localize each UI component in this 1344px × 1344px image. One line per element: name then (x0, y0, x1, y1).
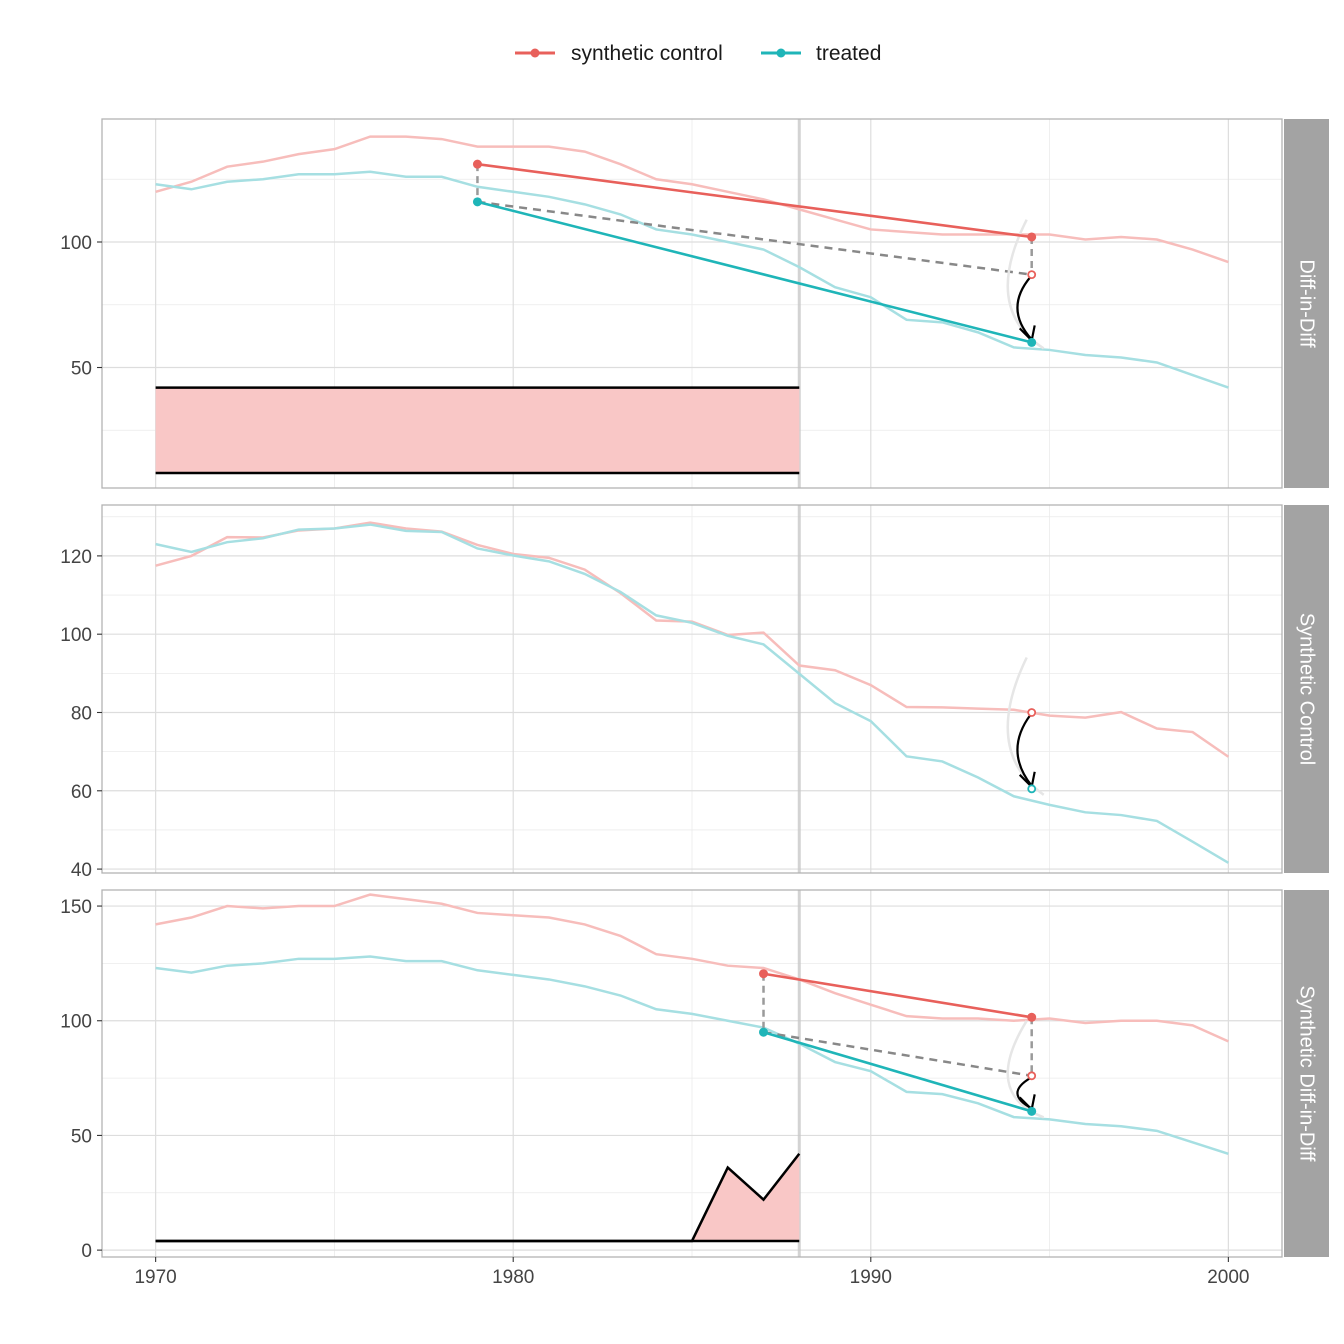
counterfactual-point (1027, 270, 1037, 280)
y-tick-label: 100 (60, 1012, 92, 1033)
y-tick-label: 120 (60, 547, 92, 568)
panel-synthetic-control: 40 60 80 100 120 Synthetic Control (60, 504, 1329, 881)
y-tick-label: 50 (71, 1126, 92, 1147)
panel-border (101, 118, 1283, 489)
control-trend-line (763, 972, 1032, 1019)
series-line-synthetic-control (155, 893, 1229, 1043)
panel-border (101, 889, 1283, 1258)
control-pre-point (472, 159, 482, 169)
panel-synthetic-diff-in-diff: 0 50 100 150 Synthetic Diff-in-Diff (60, 889, 1329, 1262)
y-tick-label: 0 (81, 1241, 92, 1262)
panel-strip-label: Synthetic Diff-in-Diff (1296, 986, 1318, 1162)
legend-item-treated: treated (761, 42, 881, 65)
y-tick-label: 80 (71, 703, 92, 724)
y-tick-label: 60 (71, 782, 92, 803)
panel-border (101, 504, 1283, 874)
y-tick-label: 50 (71, 359, 92, 380)
counterfactual-line (477, 200, 1032, 276)
x-tick-label: 1980 (492, 1267, 534, 1288)
panel-strip (1284, 890, 1329, 1257)
y-tick-label: 150 (60, 897, 92, 918)
time-weights-area (155, 1153, 800, 1241)
time-weights-area (155, 387, 800, 473)
treated-pre-point (759, 1027, 769, 1037)
panel-strip-label: Synthetic Control (1296, 613, 1318, 765)
treated-post-point (1027, 784, 1037, 794)
legend-key-point (530, 48, 540, 58)
control-pre-point (759, 969, 769, 979)
panel-diff-in-diff: 50 100 Diff-in-Diff (60, 118, 1329, 489)
control-post-point (1027, 1012, 1037, 1022)
panel-strip (1284, 119, 1329, 488)
counterfactual-line (763, 1030, 1032, 1078)
x-axis: 1970 1980 1990 2000 (134, 1257, 1250, 1288)
control-post-point (1027, 708, 1037, 717)
control-post-point (1027, 232, 1037, 242)
x-tick-label: 2000 (1207, 1267, 1249, 1288)
legend-label-synthetic-control: synthetic control (571, 42, 723, 65)
panels: 50 100 Diff-in-Diff 40 60 80 100 120 Synthetic C… (60, 118, 1329, 1262)
treated-post-point (1027, 1106, 1037, 1116)
series-line-treated (155, 523, 1229, 864)
treated-trend-line (763, 1030, 1033, 1113)
effect-arrow (1016, 275, 1033, 341)
y-tick-label: 40 (71, 860, 92, 881)
control-trend-line (477, 162, 1032, 239)
series-line-treated (155, 170, 1229, 389)
legend-key-point (776, 48, 786, 58)
legend-item-synthetic-control: synthetic control (515, 42, 723, 65)
series-line-synthetic-control (155, 135, 1229, 264)
x-tick-label: 1990 (850, 1267, 892, 1288)
panel-strip-label: Diff-in-Diff (1296, 259, 1318, 348)
panel-strip (1284, 505, 1329, 873)
counterfactual-point (1027, 1071, 1037, 1081)
y-tick-label: 100 (60, 625, 92, 646)
effect-arrow (1016, 713, 1033, 787)
legend: synthetic control treated (515, 42, 881, 65)
x-tick-label: 1970 (134, 1267, 176, 1288)
treated-post-point (1027, 337, 1037, 347)
treated-pre-point (472, 197, 482, 207)
treated-trend-line (477, 200, 1033, 344)
series-line-treated (155, 955, 1229, 1155)
legend-label-treated: treated (816, 42, 881, 65)
y-tick-label: 100 (60, 233, 92, 254)
